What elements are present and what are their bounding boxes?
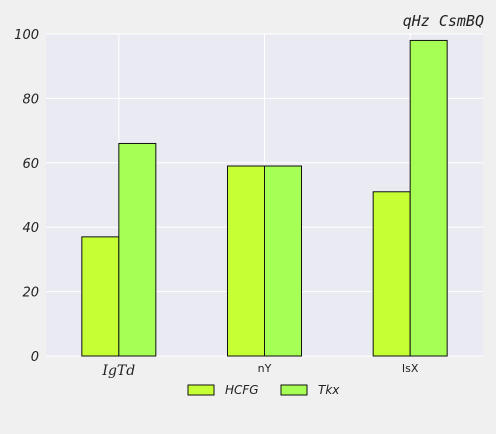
bar-tkx — [409, 39, 448, 357]
legend: HCFG Tkx — [187, 383, 340, 397]
bar-hcfg — [372, 191, 411, 357]
legend-swatch — [280, 384, 308, 396]
x-tick-label: IsX — [402, 362, 419, 375]
x-tick-label: IgTd — [101, 363, 135, 379]
chart-title: qHz CsmBQ — [403, 12, 484, 30]
x-tick-label: nY — [258, 362, 272, 375]
x-axis-ticks: IgTd nY IsX — [101, 362, 418, 379]
legend-label: Tkx — [318, 383, 340, 397]
y-tick-label: 100 — [14, 28, 39, 43]
bar-tkx — [118, 142, 157, 357]
bars — [81, 39, 448, 357]
legend-swatch — [187, 384, 215, 396]
legend-label: HCFG — [225, 383, 259, 397]
y-tick-label: 80 — [22, 92, 39, 107]
bar-tkx — [264, 165, 302, 357]
bar-hcfg — [81, 236, 120, 357]
y-axis-ticks: 0 20 40 60 80 100 — [14, 28, 39, 365]
y-tick-label: 40 — [22, 221, 39, 236]
y-tick-label: 20 — [22, 286, 39, 301]
y-tick-label: 60 — [22, 157, 39, 172]
bar-hcfg — [227, 165, 265, 357]
y-tick-label: 0 — [31, 350, 39, 365]
